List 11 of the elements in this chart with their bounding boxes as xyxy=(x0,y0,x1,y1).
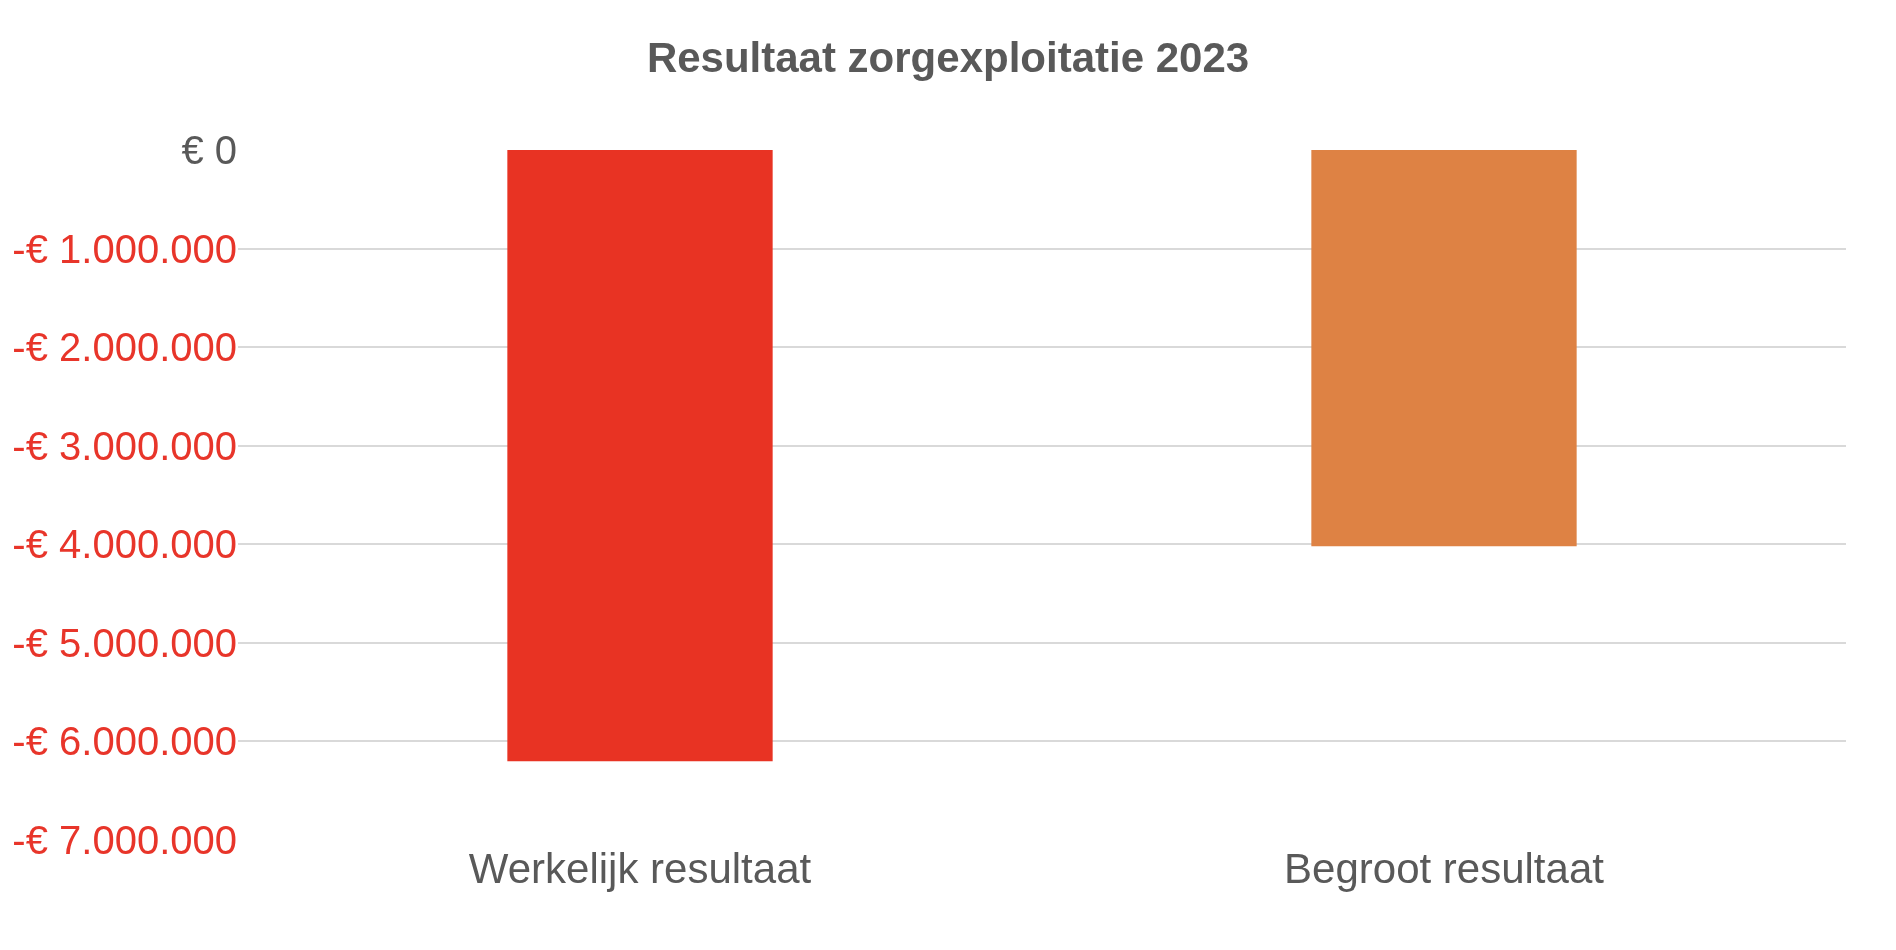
x-tick-label: Werkelijk resultaat xyxy=(468,845,812,892)
y-tick-label: -€ 1.000.000 xyxy=(12,226,237,271)
y-tick-label: -€ 5.000.000 xyxy=(12,620,237,665)
x-tick-label: Begroot resultaat xyxy=(1284,845,1605,892)
y-tick-label: -€ 6.000.000 xyxy=(12,719,237,764)
y-tick-label: -€ 7.000.000 xyxy=(12,818,237,862)
y-tick-label: -€ 3.000.000 xyxy=(12,423,237,468)
chart-title: Resultaat zorgexploitatie 2023 xyxy=(646,34,1250,82)
y-tick-label: € 0 xyxy=(181,128,237,172)
y-tick-label: -€ 4.000.000 xyxy=(12,522,237,567)
y-tick-label: -€ 2.000.000 xyxy=(12,325,237,370)
